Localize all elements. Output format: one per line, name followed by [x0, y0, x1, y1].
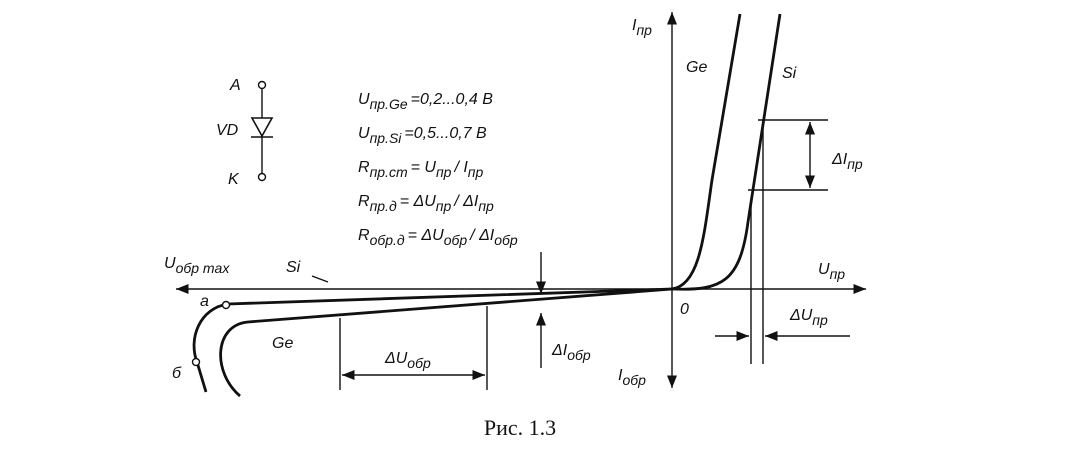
delta-i-pr-dimension [748, 119, 828, 191]
formula: Uпр.Ge =0,2...0,4 В [358, 91, 493, 112]
label-part: ΔU [789, 307, 813, 324]
formula: Rпр.ст = Uпр / Iпр [358, 159, 484, 180]
delta-i-pr-label: ΔIпр [831, 151, 863, 172]
ge-reverse-curve [219, 287, 673, 398]
label-part: R [358, 159, 370, 176]
label-part: = U [411, 159, 437, 176]
label-part: / I [453, 159, 468, 176]
si-forward-curve [671, 13, 782, 291]
subscript: пр [478, 198, 494, 214]
subscript: пр.д [370, 198, 397, 214]
label-part: Si [286, 259, 301, 276]
label-part: ΔU [384, 350, 408, 367]
formula: Rобр.д = ΔUобр / ΔIобр [358, 227, 518, 248]
si-leader [311, 275, 329, 283]
label-part: 0 [680, 301, 689, 318]
label-part: U [358, 91, 370, 108]
ge-forward-curve [671, 13, 742, 291]
label-part: Ge [686, 59, 707, 76]
subscript: обр [622, 372, 646, 388]
subscript: пр.Ge [370, 96, 408, 112]
subscript: пр.Si [370, 130, 403, 146]
label-part: ΔI [831, 151, 848, 168]
point-b [191, 357, 201, 367]
si-reverse-curve [192, 287, 673, 393]
point-b-label: б [172, 365, 182, 382]
label-part: / ΔI [453, 193, 479, 210]
subscript: обр max [176, 260, 231, 276]
si-forward-label: Si [782, 65, 797, 82]
subscript: обр [567, 347, 591, 363]
delta-i-obr-label: ΔIобр [551, 342, 591, 363]
subscript: пр [468, 164, 484, 180]
y-axis-neg-label: Iобр [618, 367, 646, 388]
delta-u-obr-label: ΔUобр [384, 350, 431, 371]
delta-u-pr-label: ΔUпр [789, 307, 828, 328]
label-part: Si [782, 65, 797, 82]
subscript: обр [407, 355, 431, 371]
subscript: пр [830, 266, 846, 282]
label-part: а [200, 293, 209, 310]
subscript: обр.д [370, 232, 405, 248]
label-part: K [228, 171, 240, 188]
diode-anode: A [229, 77, 241, 94]
label-part: U [164, 255, 176, 272]
subscript: пр.ст [370, 164, 408, 180]
label-part: U [818, 261, 830, 278]
diode-symbol [250, 80, 274, 182]
label-part: =0,5...0,7 В [404, 125, 487, 142]
label-part: A [229, 77, 241, 94]
label-part: I [618, 367, 623, 384]
subscript: обр [444, 232, 468, 248]
subscript: пр [812, 312, 828, 328]
x-axis-neg-label: Uобр max [164, 255, 230, 276]
ge-reverse-label: Ge [272, 335, 293, 352]
point-a [221, 300, 231, 310]
si-reverse-label: Si [286, 259, 301, 276]
point-a-label: а [200, 293, 209, 310]
label-part: ΔI [551, 342, 568, 359]
delta-u-obr-dimension [339, 306, 488, 390]
diode-cathode: K [228, 171, 240, 188]
label-part: U [358, 125, 370, 142]
subscript: пр [636, 22, 652, 38]
subscript: обр [494, 232, 518, 248]
caption: Рис. 1.3 [484, 415, 556, 440]
label-part: = ΔU [400, 193, 437, 210]
diode-label: VD [216, 122, 239, 139]
subscript: пр [847, 156, 863, 172]
label-part: R [358, 193, 370, 210]
label-part: R [358, 227, 370, 244]
x-axis-pos-label: Uпр [818, 261, 845, 282]
formula: Uпр.Si =0,5...0,7 В [358, 125, 487, 146]
label-part: / ΔI [469, 227, 495, 244]
subscript: пр [436, 198, 452, 214]
ge-forward-label: Ge [686, 59, 707, 76]
label-part: Ge [272, 335, 293, 352]
delta-u-pr-dimension [715, 120, 850, 364]
y-axis-pos-label: Iпр [632, 17, 652, 38]
label-part: I [632, 17, 637, 34]
origin-label: 0 [680, 301, 689, 318]
label-part: VD [216, 122, 239, 139]
label-part: = ΔU [408, 227, 445, 244]
label-part: =0,2...0,4 В [411, 91, 494, 108]
label-part: б [172, 365, 182, 382]
subscript: пр [436, 164, 452, 180]
formula: Rпр.д = ΔUпр / ΔIпр [358, 193, 494, 214]
